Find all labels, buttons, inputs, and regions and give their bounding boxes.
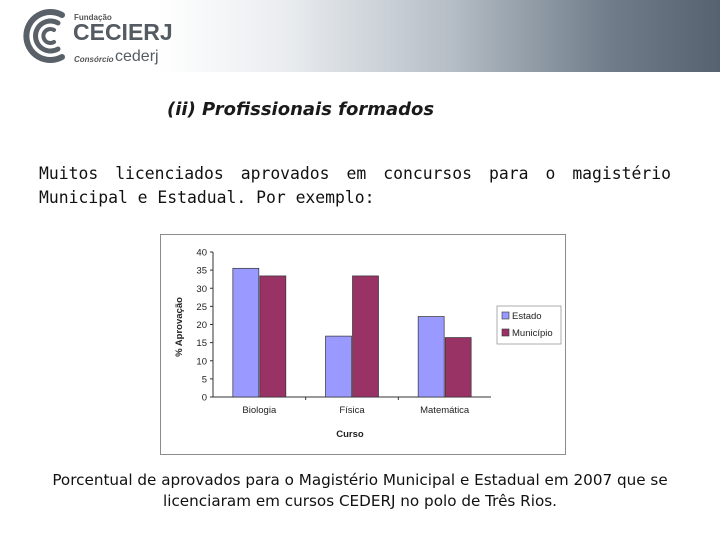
- y-tick-label: 35: [196, 266, 207, 277]
- y-axis-title: % Aprovação: [174, 297, 185, 357]
- bar-chart: 0 5 10 15 20 25 30 35 40 Biologia Física Matemática…: [160, 234, 566, 455]
- bar-município: [259, 275, 287, 398]
- bar-município: [444, 337, 472, 398]
- logo-consorcio: Consórcio: [74, 55, 114, 64]
- x-axis-title: Curso: [336, 429, 364, 440]
- legend-label: Município: [512, 328, 553, 339]
- y-tick-label: 30: [196, 284, 207, 295]
- chart-caption: Porcentual de aprovados para o Magistéri…: [52, 471, 668, 510]
- y-tick-label: 20: [196, 320, 207, 331]
- y-tick-label: 40: [196, 248, 207, 259]
- header-band: [0, 0, 720, 72]
- x-tick-label: Matemática: [420, 405, 470, 416]
- x-tick-label: Biologia: [242, 405, 277, 416]
- swirl-logo-icon: [23, 9, 65, 63]
- logo-cecierj: CECIERJ: [73, 19, 173, 45]
- y-tick-label: 0: [202, 393, 207, 404]
- legend-label: Estado: [512, 311, 542, 322]
- legend-swatch: [501, 311, 510, 320]
- chart-svg: 0 5 10 15 20 25 30 35 40 Biologia Física Matemática…: [174, 248, 562, 440]
- y-tick-label: 15: [196, 338, 207, 349]
- x-tick-label: Física: [339, 405, 365, 416]
- bar-estado: [417, 316, 445, 398]
- logo-fundacao: Fundação: [74, 13, 112, 22]
- bar-município: [352, 275, 379, 398]
- plot-area: [213, 252, 491, 397]
- intro-paragraph: Muitos licenciados aprovados em concurso…: [39, 164, 671, 207]
- y-tick-label: 5: [202, 374, 207, 385]
- bar-estado: [232, 267, 260, 398]
- y-tick-label: 10: [196, 356, 207, 367]
- section-title: (ii) Profissionais formados: [167, 99, 435, 120]
- cecierj-logo: Fundação CECIERJ Consórcio cederj: [18, 5, 178, 67]
- y-tick-label: 25: [196, 302, 207, 313]
- bar-estado: [325, 335, 352, 398]
- logo-cederj: cederj: [115, 48, 159, 65]
- legend-swatch: [501, 328, 510, 337]
